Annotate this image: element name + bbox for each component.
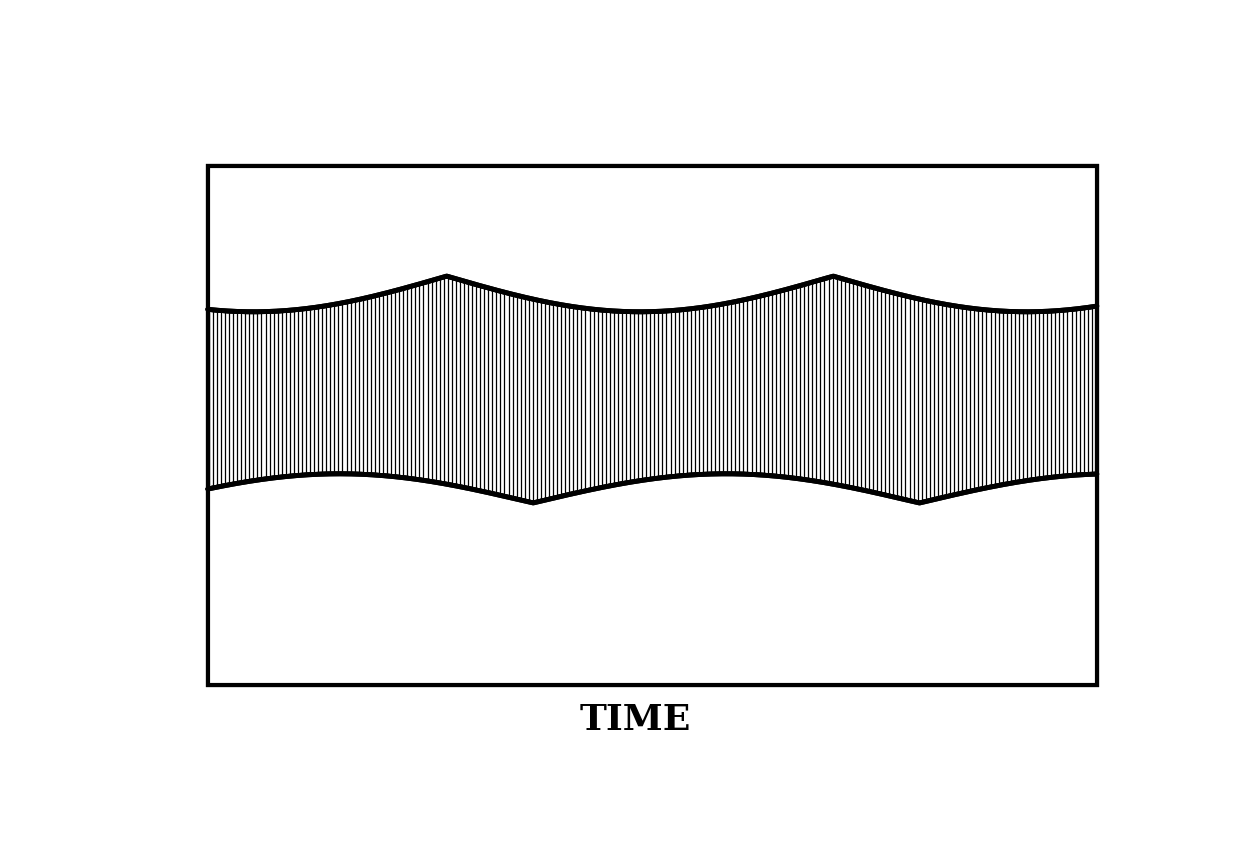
Bar [208,166,1096,685]
Polygon shape [208,168,1097,312]
Polygon shape [208,474,1097,683]
Text: TIME: TIME [580,703,691,738]
Bar [208,166,1096,685]
